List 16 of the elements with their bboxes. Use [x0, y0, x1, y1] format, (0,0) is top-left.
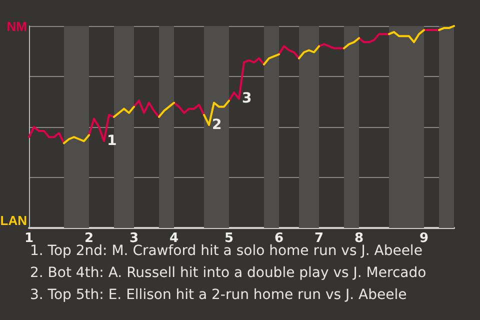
x-tick-label: 9: [419, 231, 429, 246]
text: 3. Top 5th: E. Ellison hit a 2-run home run vs J. Abeele: [30, 287, 407, 303]
x-tick-label: 5: [224, 231, 234, 246]
x-tick-label: 8: [354, 231, 364, 246]
annotation: 3: [242, 90, 252, 107]
x-tick-label: 2: [84, 231, 94, 246]
text: LAN: [0, 213, 27, 228]
x-tick-label: 1: [24, 231, 34, 246]
annotation: 2: [212, 116, 222, 133]
text: NM: [6, 19, 27, 34]
text: 2. Bot 4th: A. Russell hit into a double play vs J. Mercado: [30, 265, 426, 281]
text: 1. Top 2nd: M. Crawford hit a solo home run vs J. Abeele: [30, 243, 422, 259]
annotation: 1: [107, 133, 117, 150]
x-tick-label: 6: [274, 231, 284, 246]
x-tick-label: 3: [129, 231, 139, 246]
x-tick-label: 7: [314, 231, 324, 246]
